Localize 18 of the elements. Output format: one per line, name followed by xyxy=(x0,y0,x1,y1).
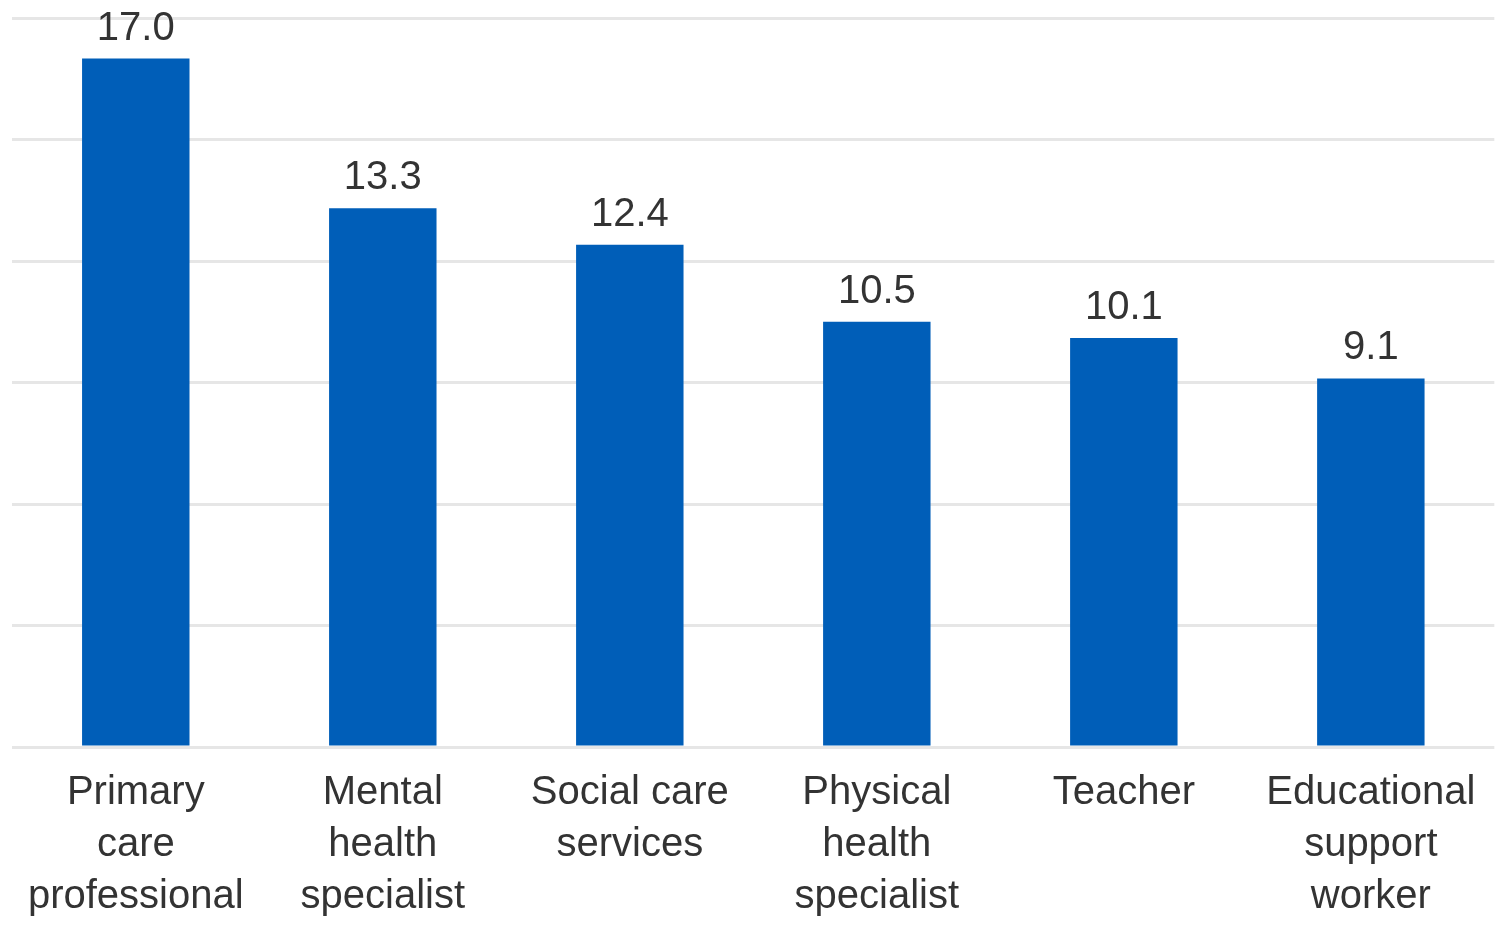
bar xyxy=(823,321,931,746)
data-label: 10.5 xyxy=(837,266,916,311)
data-label: 10.1 xyxy=(1084,282,1163,327)
x-tick-label: Teacher xyxy=(1052,768,1195,813)
data-label: 12.4 xyxy=(590,189,669,234)
bar xyxy=(82,58,190,746)
bar xyxy=(576,244,684,746)
x-tick-label: Mental health specialist xyxy=(300,768,466,917)
x-tick-label: Primary care professional xyxy=(27,768,244,917)
bar xyxy=(1317,378,1425,746)
data-label: 13.3 xyxy=(343,153,422,198)
bar xyxy=(1070,337,1178,746)
data-label: 17.0 xyxy=(96,3,175,48)
data-label: 9.1 xyxy=(1343,323,1399,368)
x-tick-label: Educational support worker xyxy=(1266,768,1476,917)
x-tick-label: Social care services xyxy=(530,768,729,865)
x-tick-label: Physical health specialist xyxy=(794,768,960,917)
bar xyxy=(329,208,437,746)
